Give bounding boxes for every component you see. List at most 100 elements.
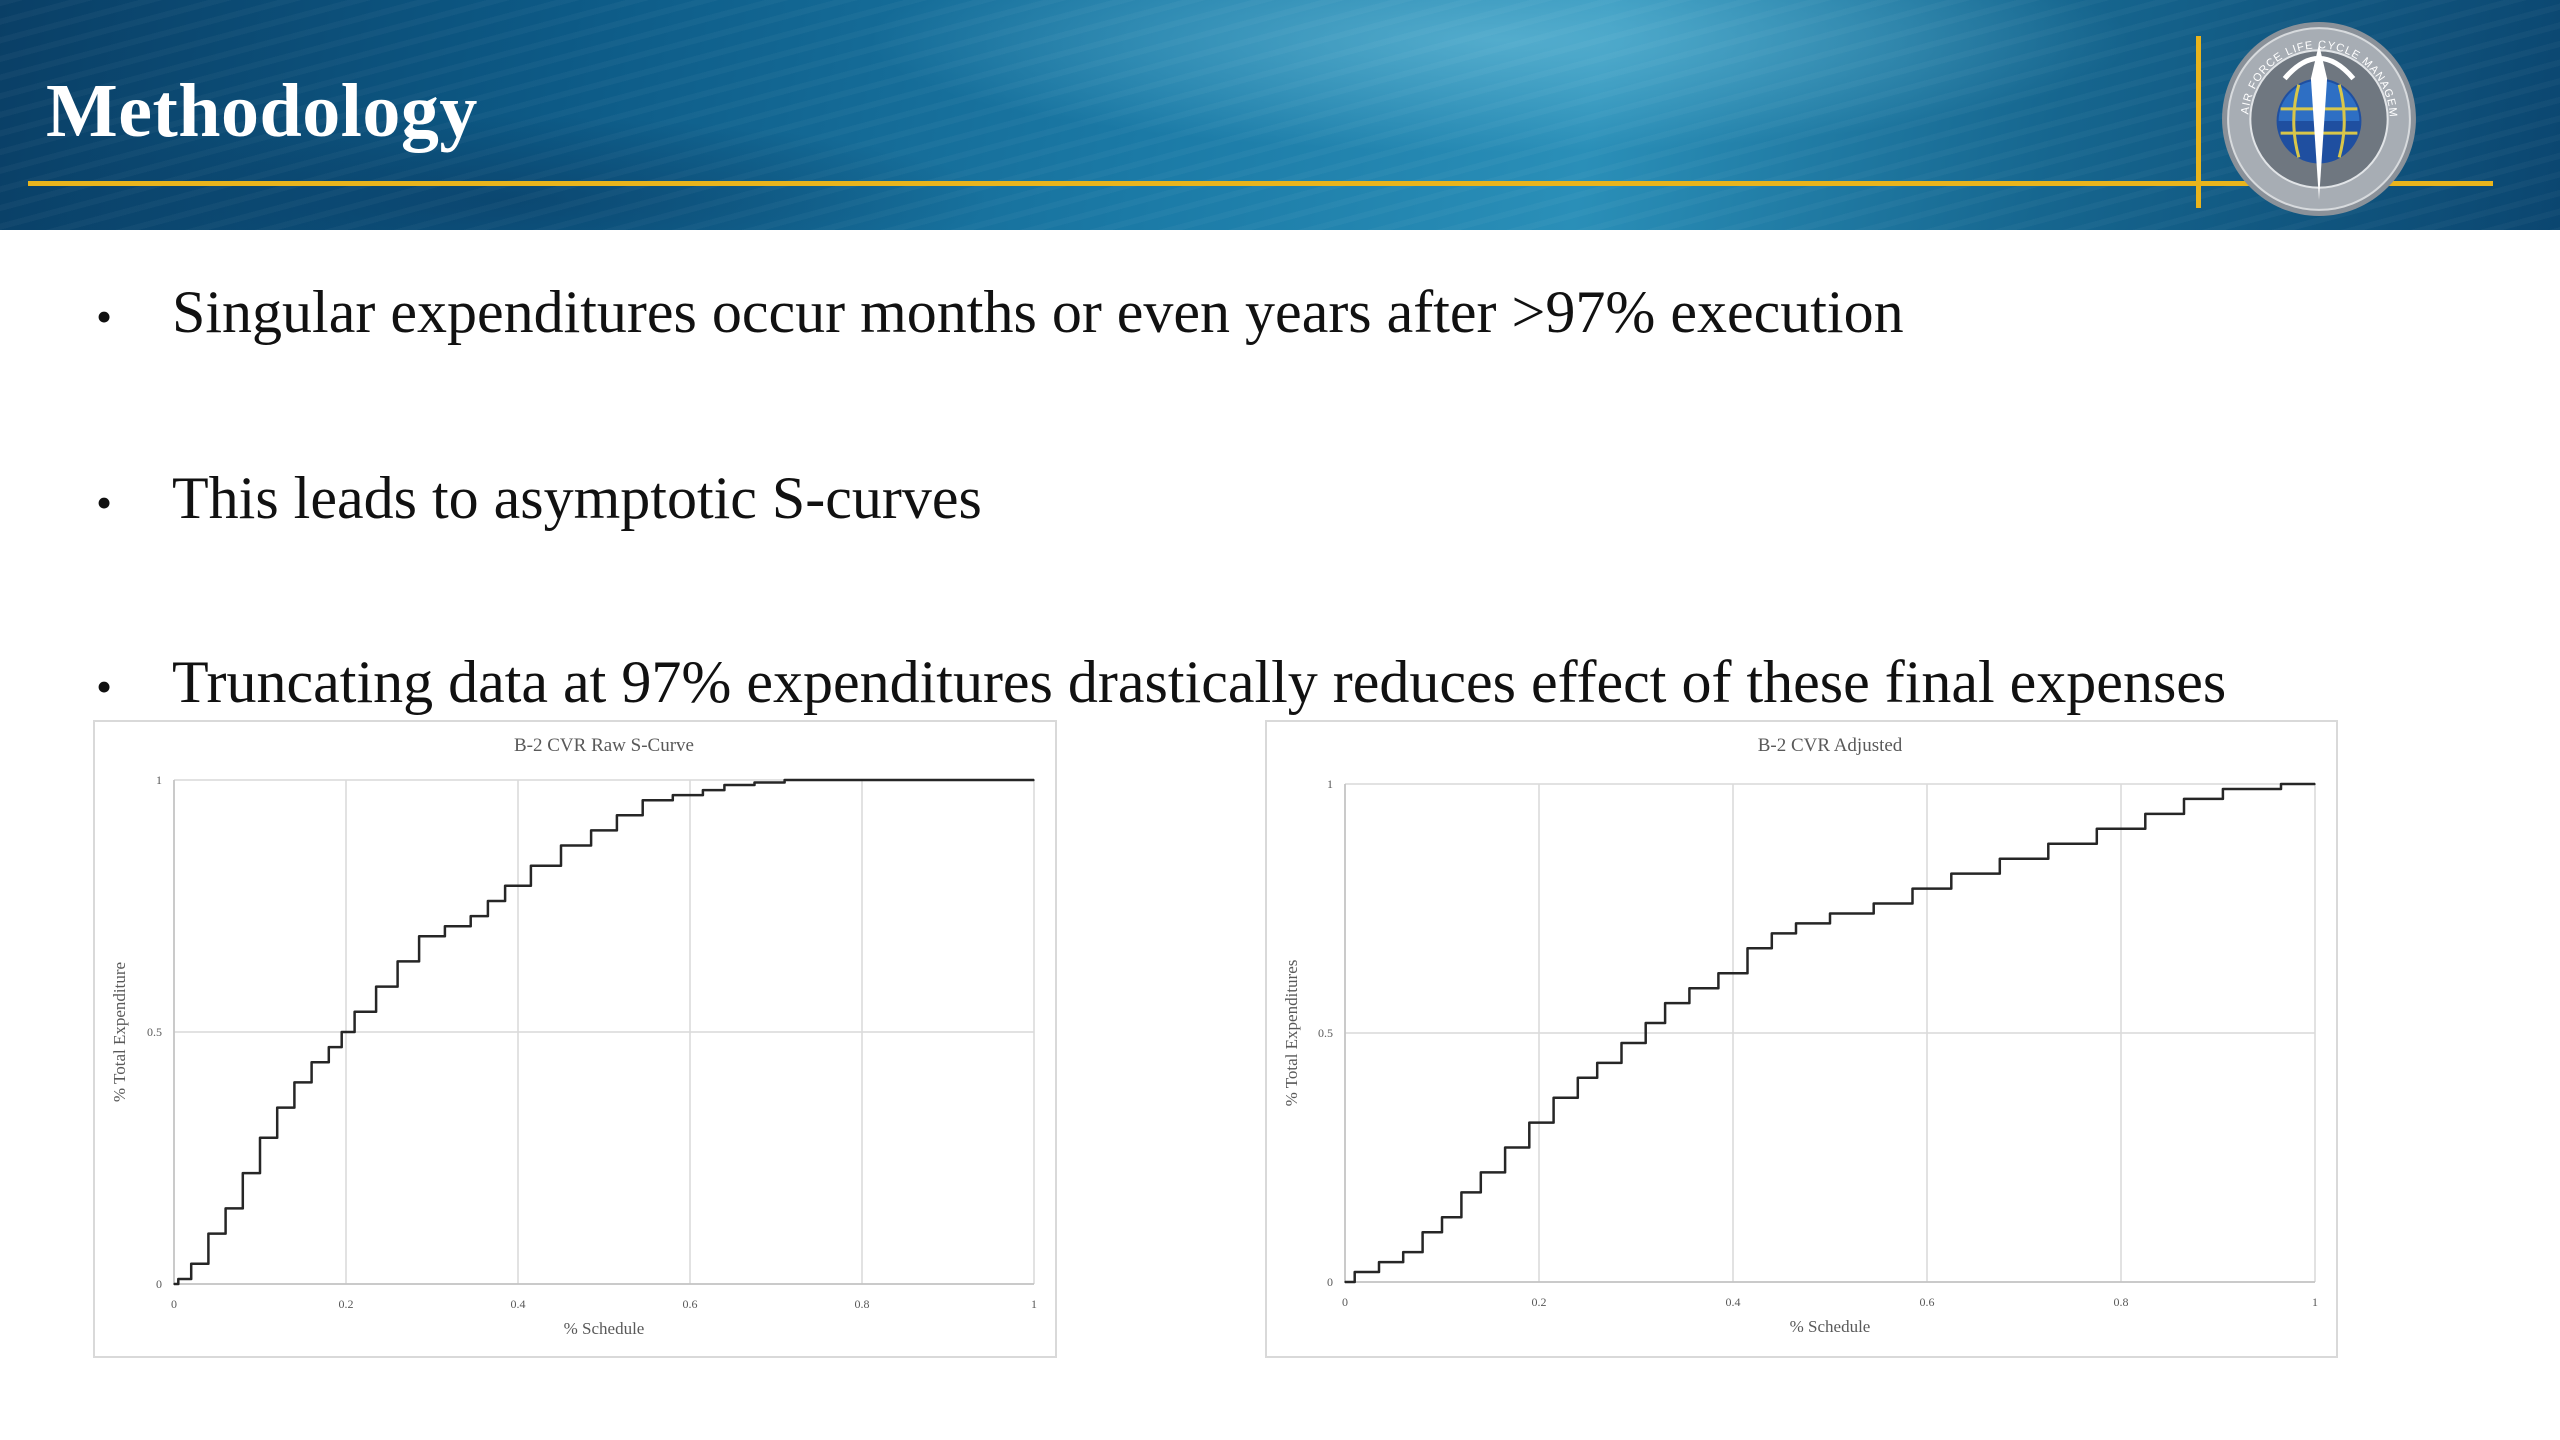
data-point [543,864,545,867]
data-point [732,784,734,786]
data-point [689,794,691,796]
data-point [250,1172,253,1174]
adjusted-s-curve-chart: B-2 CVR Adjusted 0 0.2 0.4 0.6 0.8 1 0 0.5 1 % Sch… [1265,720,2338,1358]
data-point [792,779,794,781]
y-tick-label: 0.5 [147,1025,162,1039]
data-point [336,1046,339,1048]
data-point [654,799,657,801]
x-tick-label: 0.2 [1532,1295,1547,1309]
data-point [517,885,519,887]
data-point [1586,1077,1589,1079]
data-point [388,985,390,988]
data-point [2246,788,2248,790]
data-point [216,1232,218,1235]
data-point [1732,972,1734,975]
data-point [1761,947,1763,950]
raw-s-curve-svg: B-2 CVR Raw S-Curve 0 0.2 0.4 0.6 0.8 1 0 0.5 1 % … [110,735,1037,1338]
data-point [1518,1146,1521,1149]
data-point [2023,857,2025,860]
data-point [173,1283,175,1285]
title-banner: Methodology AIR FORCE LIFE CYCLE MANAGEM… [0,0,2560,230]
data-point [1703,987,1705,989]
bullet-symbol: • [96,477,113,528]
y-tick-label: 0.5 [1318,1026,1333,1040]
x-tick-label: 0.4 [1726,1295,1741,1309]
bullet-text: Singular expenditures occur months or ev… [172,279,1904,345]
bullet-item: • This leads to asymptotic S-curves [96,464,982,533]
chart-title: B-2 CVR Adjusted [1758,735,1903,756]
x-tick-label: 0.8 [2114,1295,2129,1309]
data-point [861,779,863,781]
data-point [482,915,485,917]
data-point [431,935,433,938]
adjusted-s-curve-svg: B-2 CVR Adjusted 0 0.2 0.4 0.6 0.8 1 0 0.5 1 % Sch… [1282,735,2318,1336]
y-tick-label: 0 [1327,1275,1333,1289]
data-point [2071,842,2074,845]
y-tick-label: 0 [156,1277,162,1291]
bullet-symbol: • [96,291,113,342]
data-point [603,829,605,832]
series-line [1345,782,2315,1284]
data-point [1848,912,1851,915]
data-point [1567,1096,1569,1099]
y-tick-label: 1 [156,773,162,787]
data-point [2314,783,2316,785]
x-axis-label: % Schedule [564,1319,645,1338]
data-point [1897,902,1899,905]
bullet-symbol: • [96,661,113,712]
data-point [1780,932,1783,935]
data-point [1450,1216,1453,1219]
data-point [1538,1121,1540,1124]
page-title: Methodology [46,69,478,153]
data-point [1470,1191,1472,1194]
bullet-text: Truncating data at 97% expenditures dras… [172,649,2227,715]
data-point [491,900,494,902]
data-point [947,779,949,781]
banner-texture [0,0,2560,230]
x-tick-label: 0.8 [855,1297,870,1311]
data-point [405,960,408,963]
aflcmc-seal-logo: AIR FORCE LIFE CYCLE MANAGEMENT CENTER [2218,18,2416,216]
bullet-item: • Singular expenditures occur months or … [96,278,1904,347]
data-point [1392,1261,1395,1263]
y-axis-label: % Total Expenditure [110,962,129,1102]
chart-title: B-2 CVR Raw S-Curve [514,735,694,756]
data-point [457,925,459,927]
data-point [1926,887,1928,890]
data-point [233,1207,235,1210]
data-point [1431,1231,1434,1233]
data-point [775,781,777,784]
data-point [1674,1002,1676,1004]
bullet-list: • Singular expenditures occur months or … [96,278,2226,717]
data-point [181,1278,184,1280]
banner-gold-divider [2196,36,2201,208]
x-tick-label: 0.4 [511,1297,526,1311]
x-tick-label: 0.6 [683,1297,698,1311]
data-point [2197,798,2200,800]
data-point [285,1106,287,1109]
bullet-item: • Truncating data at 97% expenditures dr… [96,648,2226,717]
data-point [1489,1171,1492,1174]
data-point [1809,922,1812,925]
data-point [715,789,717,791]
data-point [2120,828,2122,830]
data-point [629,814,631,817]
data-point [1974,872,1977,875]
data-point [577,844,579,847]
data-point [2168,813,2171,815]
data-point [1344,1281,1346,1283]
data-point [199,1263,201,1265]
bullet-text: This leads to asymptotic S-curves [172,465,982,531]
x-tick-label: 1 [2312,1295,2318,1309]
x-tick-label: 0 [1342,1295,1348,1309]
x-axis-label: % Schedule [1790,1317,1871,1336]
x-tick-label: 1 [1031,1297,1037,1311]
data-point [1635,1042,1637,1044]
data-point [1033,779,1035,781]
x-tick-label: 0 [171,1297,177,1311]
data-point [267,1137,270,1139]
data-point [302,1081,304,1084]
data-point [1606,1062,1608,1064]
x-tick-label: 0.6 [1920,1295,1935,1309]
y-axis-label: % Total Expenditures [1282,960,1301,1107]
